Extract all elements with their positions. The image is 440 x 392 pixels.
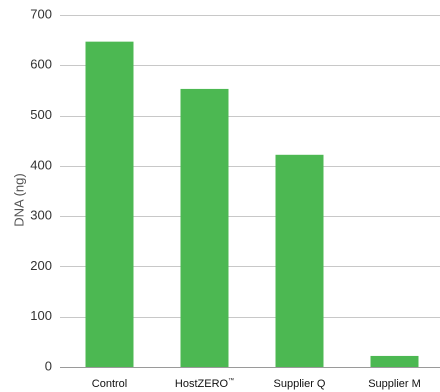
x-tick-label: Supplier M — [368, 378, 421, 390]
y-tick-labels: 0 100 200 300 400 500 600 700 — [30, 6, 52, 373]
bar-supplier-m — [370, 355, 419, 367]
y-axis-label: DNA (ng) — [11, 173, 26, 226]
y-tick-label: 600 — [30, 57, 52, 72]
y-tick-label: 700 — [30, 6, 52, 21]
trademark-superscript: ™ — [228, 377, 234, 384]
x-tick-label: Control — [92, 378, 127, 390]
bar-supplier-q — [275, 154, 324, 367]
x-tick-label: HostZERO™ — [175, 377, 234, 390]
bar-control — [85, 41, 134, 367]
y-tick-label: 500 — [30, 107, 52, 122]
x-tick-label: Supplier Q — [274, 378, 326, 390]
y-tick-label: 400 — [30, 157, 52, 172]
bar-hostzero — [180, 88, 229, 368]
y-tick-label: 200 — [30, 258, 52, 273]
x-tick-labels: Control HostZERO™ Supplier Q Supplier M — [92, 377, 421, 390]
bars — [85, 41, 419, 368]
y-tick-label: 300 — [30, 208, 52, 223]
y-tick-label: 0 — [45, 358, 52, 373]
y-tick-label: 100 — [30, 308, 52, 323]
